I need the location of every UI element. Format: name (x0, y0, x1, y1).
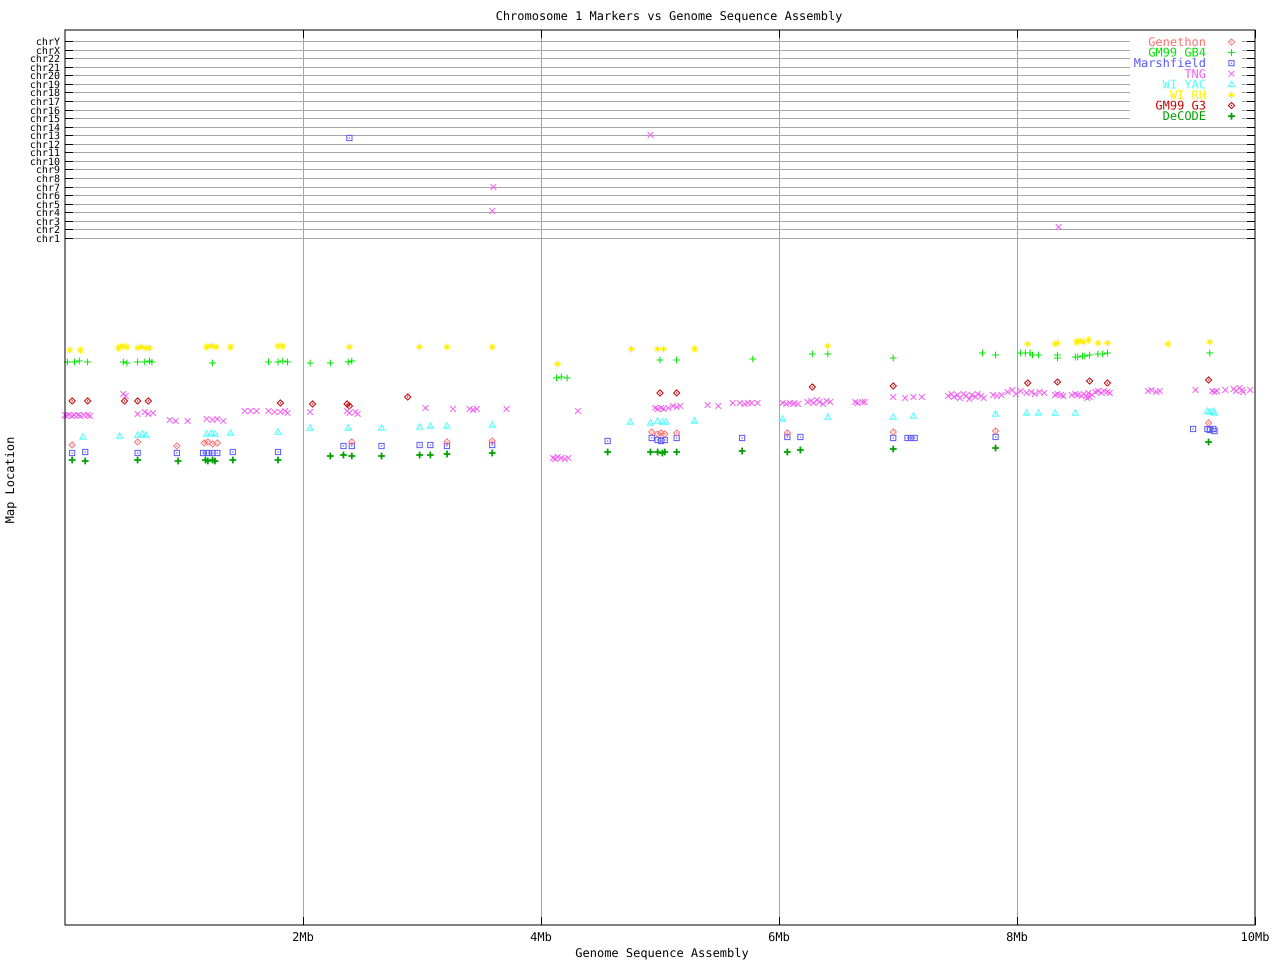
y-axis-label: Map Location (3, 437, 17, 524)
y-tick-label: chr21 (30, 63, 60, 74)
series-markers (63, 349, 1214, 382)
x-tick-label: 10Mb (1241, 930, 1270, 944)
series-markers (69, 134, 1218, 457)
axis-ticks (65, 30, 1257, 925)
series-marshfield (69, 134, 1218, 457)
x-tick-label: 2Mb (292, 930, 314, 944)
x-tick-label: 6Mb (768, 930, 790, 944)
legend-marker-dot (1230, 105, 1233, 107)
legend-label: TNG (1184, 67, 1206, 81)
y-tick-label: chr18 (30, 88, 60, 99)
x-tick-label: 8Mb (1006, 930, 1028, 944)
legend-marker (1228, 70, 1235, 78)
legend-label: Marshfield (1134, 56, 1206, 70)
series-markers (68, 419, 1213, 450)
series-markers (68, 438, 1212, 465)
legend-marker-dot (1230, 41, 1233, 43)
y-tick-label: chr7 (36, 183, 60, 194)
y-tick-label: chr20 (30, 71, 60, 82)
legend-label: WI RH (1170, 88, 1206, 102)
axis-labels: Chromosome 1 Markers vs Genome Sequence … (3, 9, 1269, 960)
y-tick-label: chr16 (30, 106, 60, 117)
legend-marker (1227, 80, 1236, 88)
legend-label: Genethon (1148, 35, 1206, 49)
y-tick-label: chr22 (30, 54, 60, 65)
y-tick-label: chrY (36, 37, 60, 48)
legend-label: WI YAC (1163, 77, 1206, 91)
legend-marker-dot (1230, 84, 1233, 86)
vertical-gridlines (303, 30, 1018, 925)
y-tick-label: chr9 (36, 165, 60, 176)
y-tick-label: chr19 (30, 80, 60, 91)
x-tick-label: 4Mb (530, 930, 552, 944)
series-wi-rh (66, 336, 1214, 368)
y-tick-label: chr6 (36, 191, 60, 202)
legend-background (1130, 35, 1242, 123)
plot-border (64, 29, 1256, 926)
gridlines (65, 30, 1255, 925)
y-tick-label: chr2 (36, 225, 60, 236)
data-series (61, 131, 1254, 465)
legend-label: GM99 G3 (1155, 99, 1206, 113)
y-tick-label: chr17 (30, 97, 60, 108)
y-tick-label: chr14 (30, 123, 60, 134)
y-tick-label: chr13 (30, 131, 60, 142)
series-wi-yac (78, 406, 1219, 440)
y-tick-label: chr8 (36, 174, 60, 185)
y-tick-label: chr15 (30, 114, 60, 125)
y-tick-label: chr4 (36, 208, 60, 219)
legend-marker (1228, 60, 1235, 67)
x-axis-label: Genome Sequence Assembly (575, 946, 748, 960)
legend-marker (1227, 91, 1236, 99)
series-markers (78, 406, 1219, 440)
series-marker-dots (71, 422, 1210, 447)
horizontal-gridlines (65, 41, 1255, 239)
y-tick-label: chr11 (30, 148, 60, 159)
legend-marker (1227, 38, 1236, 46)
y-tick-label: chrX (36, 46, 60, 57)
legend-marker (1227, 101, 1236, 110)
legend-marker (1228, 49, 1235, 56)
series-markers (66, 336, 1214, 368)
series-tng (61, 131, 1254, 463)
legend-label: GM99 GB4 (1148, 46, 1206, 60)
series-decode (68, 438, 1212, 465)
series-marker-dots (71, 137, 1216, 454)
legend-marker-dot (1230, 62, 1233, 64)
y-tick-label: chr1 (36, 234, 60, 245)
y-tick-label: chr10 (30, 157, 60, 168)
y-tick-label: chr3 (36, 217, 60, 228)
y-tick-label: chr5 (36, 200, 60, 211)
chart-title: Chromosome 1 Markers vs Genome Sequence … (496, 9, 843, 23)
legend-marker (1228, 112, 1235, 120)
y-tick-label: chr12 (30, 140, 60, 151)
series-gm99-gb4 (63, 349, 1214, 382)
series-markers (61, 131, 1254, 463)
series-genethon (68, 419, 1213, 450)
legend-label: DeCODE (1163, 109, 1206, 123)
plot-frame (64, 29, 1257, 926)
